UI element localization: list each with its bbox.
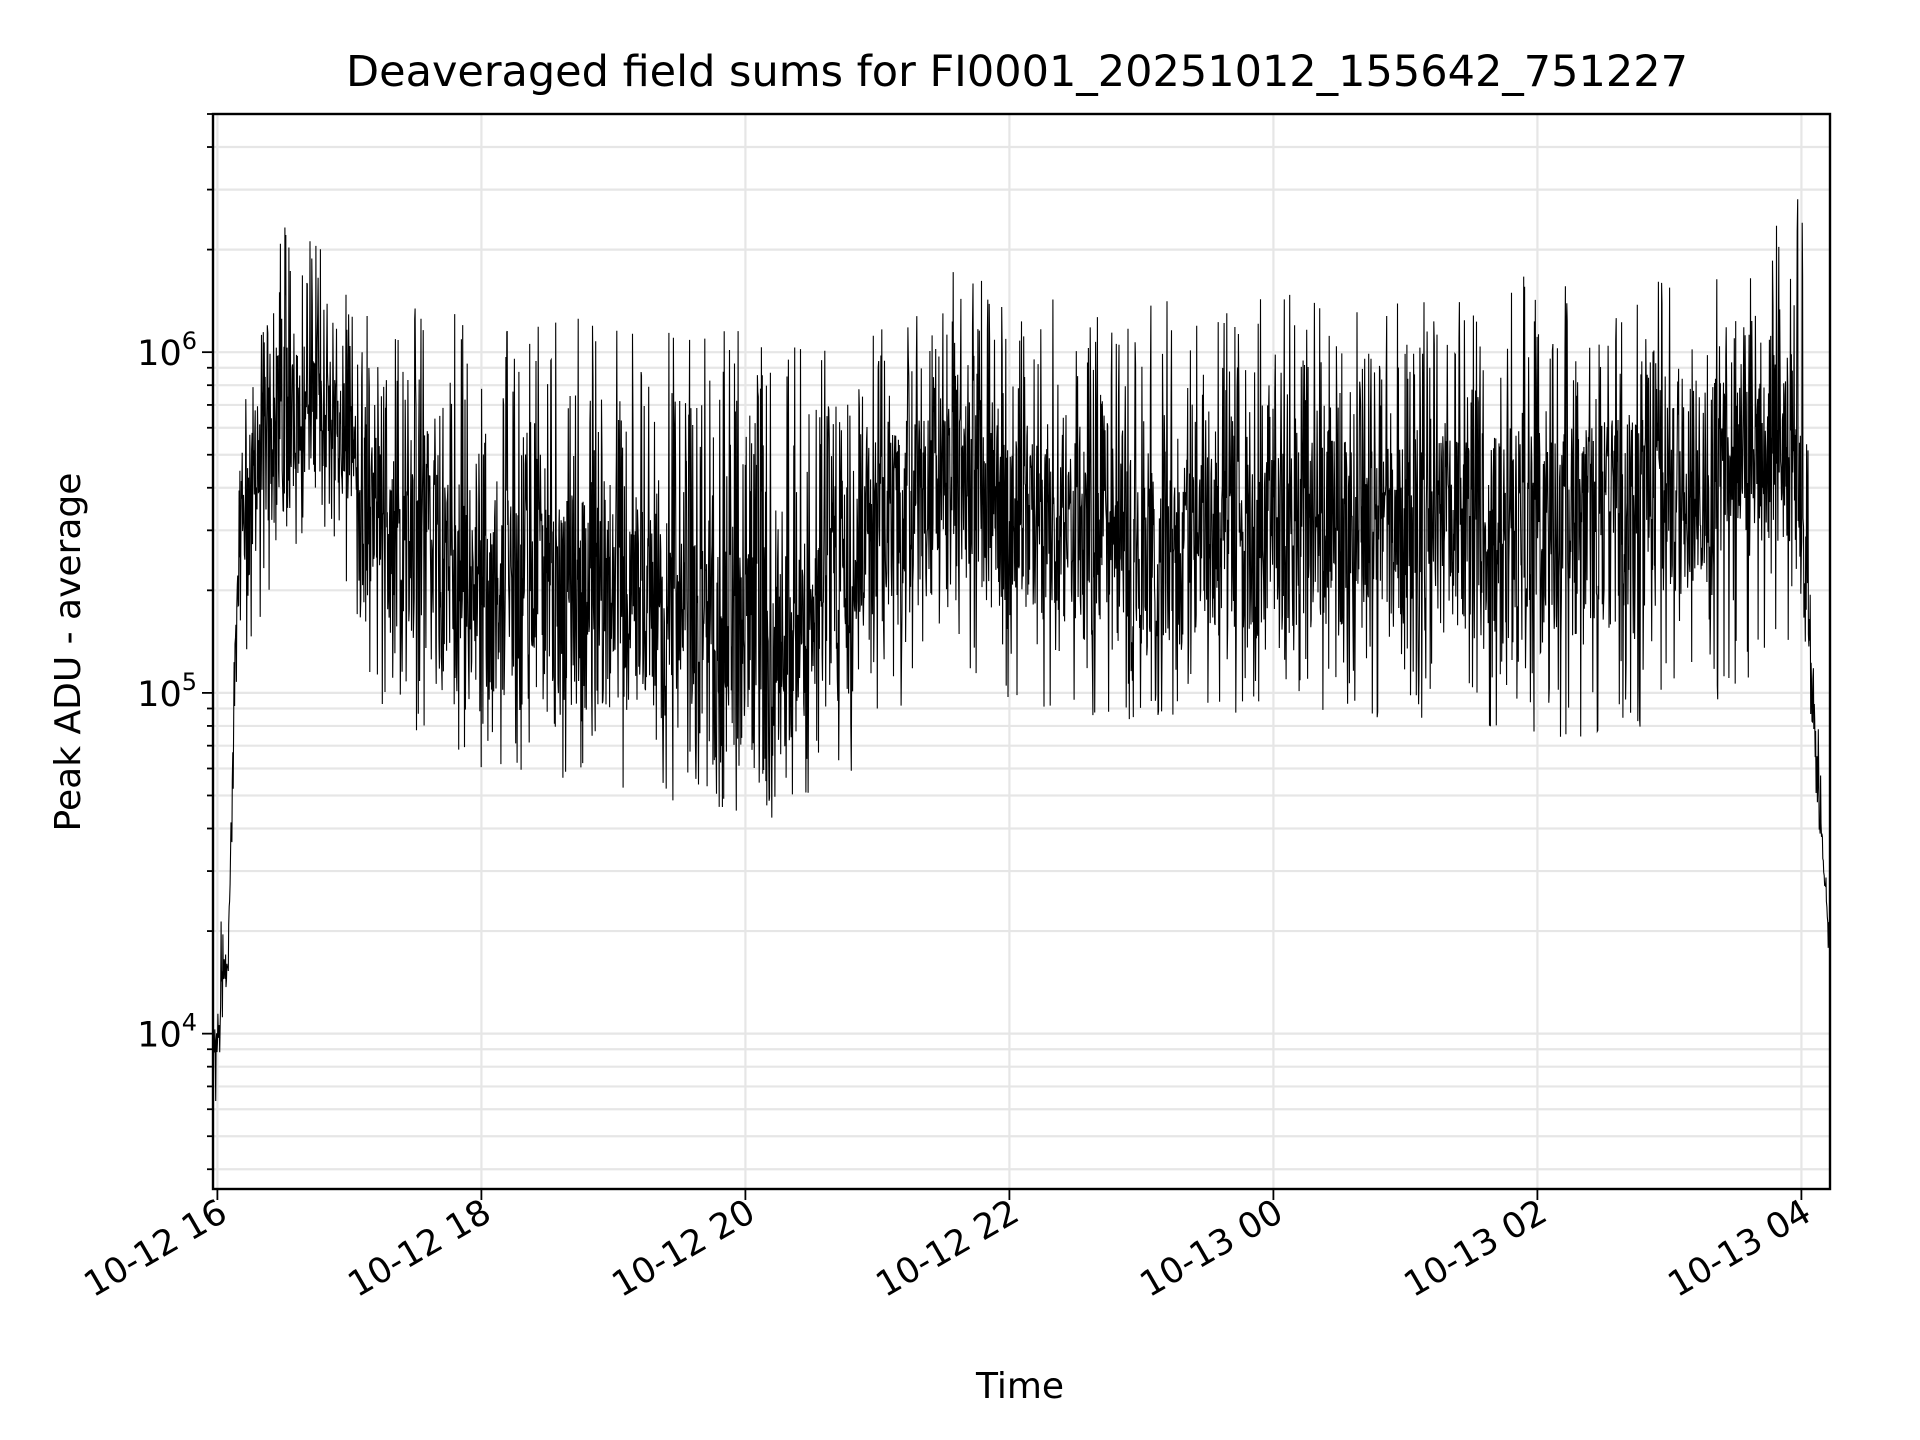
x-axis-label: Time: [975, 1366, 1064, 1407]
x-tick-label: 10-12 20: [606, 1192, 762, 1305]
x-tick-label: 10-13 04: [1662, 1192, 1818, 1305]
x-tick-label: 10-12 22: [870, 1192, 1026, 1305]
y-tick-base: 10: [137, 1016, 182, 1056]
x-tick-label: 10-13 02: [1398, 1192, 1554, 1305]
series-line: [212, 199, 1831, 1102]
x-tick-label: 10-13 00: [1134, 1192, 1290, 1305]
y-tick-base: 10: [137, 675, 182, 715]
y-axis-label: Peak ADU - average: [48, 473, 89, 832]
y-tick-label: 104: [137, 1009, 197, 1056]
y-tick-exponent: 4: [182, 1009, 197, 1037]
y-tick-label: 105: [137, 668, 197, 715]
y-tick-exponent: 6: [182, 327, 197, 355]
x-axis: 10-12 16 10-12 18 10-12 20 10-12 22 10-13 00…: [78, 1189, 1818, 1305]
plot-frame: [211, 112, 1832, 1191]
y-tick-base: 10: [137, 334, 182, 374]
x-tick-label: 10-12 18: [342, 1192, 498, 1305]
series-layer: [212, 199, 1831, 1102]
y-tick-label: 106: [137, 327, 197, 374]
chart-title: Deaveraged field sums for FI0001_2025101…: [346, 47, 1688, 97]
y-tick-exponent: 5: [182, 668, 197, 696]
x-tick-label: 10-12 16: [78, 1192, 234, 1305]
